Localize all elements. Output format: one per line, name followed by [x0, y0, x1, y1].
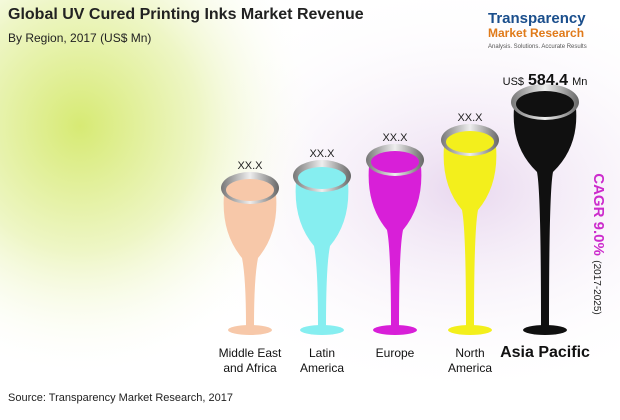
value-label: XX.X	[382, 132, 408, 144]
value-currency: US$	[502, 76, 525, 88]
region-label: Europe	[375, 346, 415, 360]
logo-tagline: Analysis. Solutions. Accurate Results	[488, 44, 587, 50]
value-label: XX.X	[457, 112, 483, 124]
paint-surface	[226, 179, 274, 201]
paint-puddle	[373, 325, 417, 335]
cagr: CAGR 9.0% (2017-2025)	[588, 165, 608, 345]
value-value: 584.4	[528, 72, 569, 89]
value-label: US$ 584.4 Mn	[495, 72, 595, 90]
value-unit: Mn	[572, 76, 588, 88]
paint-surface	[371, 151, 419, 173]
paint-puddle	[228, 325, 272, 335]
value-label: XX.X	[309, 148, 335, 160]
paint-stream	[443, 146, 497, 326]
paint-surface	[516, 91, 574, 117]
paint-surface	[446, 131, 494, 153]
paint-stream	[295, 182, 349, 326]
paint-puddle	[448, 325, 492, 335]
subtitle: By Region, 2017 (US$ Mn)	[8, 31, 152, 45]
value-label: XX.X	[237, 160, 263, 172]
region-label: Latin America	[299, 346, 344, 375]
cagr-label: CAGR 9.0%	[590, 173, 607, 256]
paint-puddle	[523, 325, 567, 335]
region-label: North America	[447, 346, 492, 375]
paint-stream	[513, 108, 577, 326]
source: Source: Transparency Market Research, 20…	[8, 392, 234, 404]
logo-name2: Market Research	[488, 26, 585, 40]
logo: Transparency Market Research Analysis. S…	[488, 10, 587, 54]
logo-name: Transparency	[488, 10, 586, 27]
paint-puddle	[300, 325, 344, 335]
region-label: Asia Pacific	[500, 344, 590, 361]
paint-stream	[368, 166, 422, 326]
title: Global UV Cured Printing Inks Market Rev…	[8, 6, 364, 23]
paint-stream	[223, 194, 277, 326]
paint-surface	[298, 167, 346, 189]
region-label: Middle East and Africa	[218, 346, 282, 375]
cagr-period: (2017-2025)	[591, 260, 602, 315]
